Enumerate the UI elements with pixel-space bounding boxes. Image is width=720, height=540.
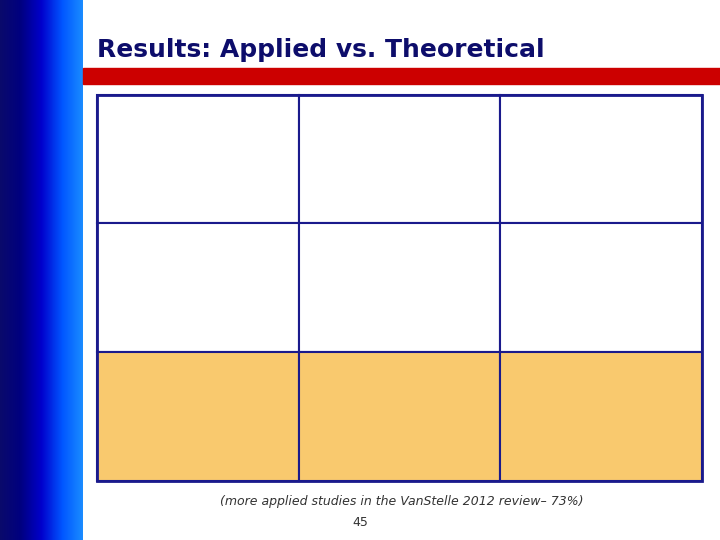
Text: JOBM
N = 60: JOBM N = 60: [363, 138, 436, 179]
Text: Theoretical: Theoretical: [127, 278, 269, 298]
Text: Research
Question: Research Question: [147, 138, 248, 179]
Text: 5%: 5%: [582, 406, 620, 426]
Text: 55%: 55%: [373, 278, 426, 298]
Text: Results: Applied vs. Theoretical: Results: Applied vs. Theoretical: [97, 38, 545, 62]
Text: 45: 45: [352, 516, 368, 529]
Text: 45%: 45%: [373, 406, 426, 426]
Text: (more applied studies in the VanStelle 2012 review– 73%): (more applied studies in the VanStelle 2…: [220, 495, 583, 508]
Text: Applied: Applied: [150, 406, 246, 426]
Text: 95%: 95%: [575, 278, 628, 298]
Text: JAP
N = 308: JAP N = 308: [557, 138, 644, 179]
